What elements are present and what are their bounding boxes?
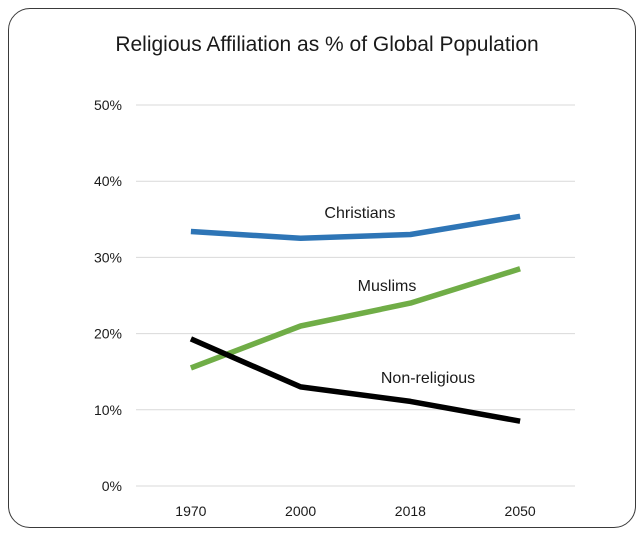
y-tick-label: 40% xyxy=(94,173,122,189)
gridlines xyxy=(136,104,575,487)
series-lines xyxy=(189,213,521,424)
series-line-christians xyxy=(190,213,521,242)
x-axis-ticks: 1970 2000 2018 2050 xyxy=(175,503,536,519)
x-tick-label: 2000 xyxy=(285,503,316,519)
x-tick-label: 2050 xyxy=(505,503,536,519)
series-label-christians: Christians xyxy=(324,205,395,222)
y-tick-label: 0% xyxy=(102,478,122,494)
y-tick-label: 30% xyxy=(94,249,122,265)
chart-frame xyxy=(8,8,636,528)
y-axis-ticks: 0% 10% 20% 30% 40% 50% xyxy=(94,97,122,494)
series-label-non-religious: Non-religious xyxy=(381,370,475,387)
chart-title: Religious Affiliation as % of Global Pop… xyxy=(115,33,538,56)
series-label-muslims: Muslims xyxy=(358,278,417,295)
series-line-non-religious xyxy=(189,336,521,424)
y-tick-label: 50% xyxy=(94,97,122,113)
x-tick-label: 1970 xyxy=(175,503,206,519)
series-line-muslims xyxy=(189,266,521,371)
y-tick-label: 10% xyxy=(94,402,122,418)
x-tick-label: 2018 xyxy=(395,503,426,519)
y-tick-label: 20% xyxy=(94,326,122,342)
series-labels: Christians Muslims Non-religious xyxy=(324,205,475,387)
